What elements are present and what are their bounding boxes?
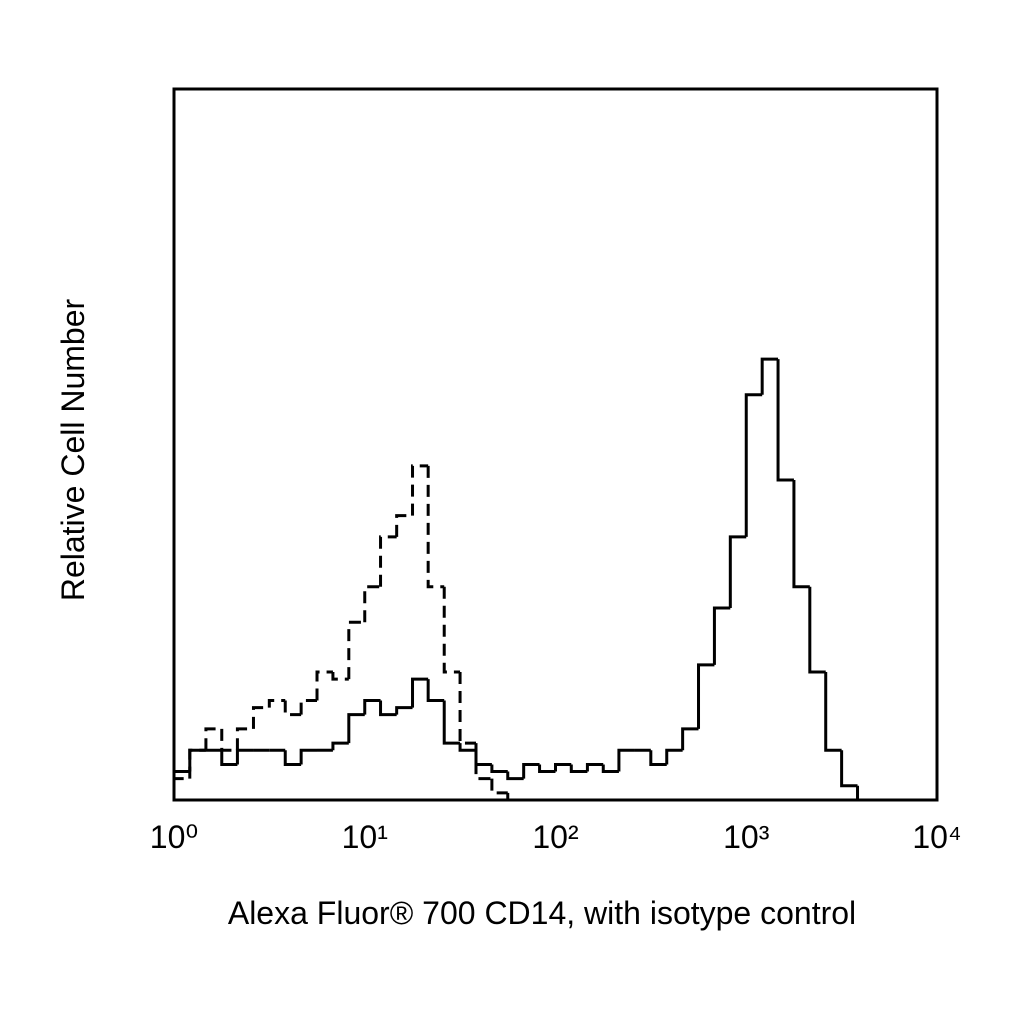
histogram-step (411, 464, 429, 516)
histogram-step (490, 764, 508, 774)
histogram-step (712, 606, 731, 665)
histogram-step (204, 727, 222, 751)
histogram-step (363, 585, 381, 623)
histogram-step (172, 777, 190, 800)
histogram-step (283, 750, 302, 766)
histogram-step (220, 750, 238, 766)
histogram-step (697, 663, 715, 729)
x-axis-label: Alexa Fluor® 700 CD14, with isotype cont… (228, 895, 856, 931)
histogram-step (172, 770, 190, 800)
histogram-step (235, 727, 254, 751)
histogram-step (474, 750, 492, 766)
histogram-step (490, 778, 508, 795)
histogram-step (426, 679, 445, 702)
histogram-step (808, 586, 826, 674)
histogram-step (426, 465, 445, 589)
histogram-step (458, 743, 476, 752)
histogram-step (554, 762, 572, 772)
histogram-step (251, 706, 270, 729)
histogram-step (792, 480, 810, 589)
histogram-step (267, 698, 286, 708)
histogram-step (347, 620, 365, 680)
histogram-step (347, 713, 365, 744)
plot-frame (172, 87, 939, 802)
x-tick-label: 10⁰ (150, 819, 198, 855)
histogram-step (379, 535, 397, 587)
histogram-step (681, 727, 699, 751)
histogram-step (395, 706, 413, 715)
histogram-step (442, 700, 461, 745)
histogram-step (411, 677, 429, 708)
histogram-step (601, 764, 619, 774)
histogram-step (506, 792, 524, 802)
histogram-step (522, 762, 540, 779)
x-tick-label: 10⁴ (912, 819, 961, 855)
histogram-step (728, 535, 747, 609)
x-tick-label: 10¹ (342, 819, 388, 855)
histogram-step (744, 393, 763, 537)
histogram-step (331, 672, 349, 681)
histogram-step (824, 672, 842, 752)
histogram-step (585, 762, 604, 772)
histogram-step (235, 748, 254, 765)
histogram-step (474, 743, 492, 781)
histogram-step (220, 728, 238, 752)
histogram-step (569, 764, 588, 774)
x-tick-label: 10³ (723, 819, 770, 855)
histogram-step (840, 750, 858, 788)
histogram-step (506, 771, 524, 781)
histogram-step (856, 785, 874, 802)
histogram-step (299, 748, 318, 765)
histogram-step (395, 514, 413, 537)
histogram-step (188, 748, 206, 779)
histogram-step (458, 672, 476, 745)
histogram-step (665, 748, 683, 765)
histogram-step (617, 748, 635, 772)
histogram-step (299, 698, 318, 715)
x-tick-label: 10² (532, 819, 579, 855)
histogram-step (188, 748, 206, 772)
histogram-step (331, 741, 349, 751)
histogram-step (776, 359, 794, 482)
histogram-step (363, 698, 381, 715)
histogram-step (649, 750, 667, 766)
histogram-step (442, 586, 461, 674)
histogram-step (283, 700, 302, 717)
histogram-step (538, 764, 556, 774)
histogram-step (315, 670, 333, 701)
histogram-step (379, 700, 397, 717)
histogram-step (760, 357, 779, 395)
y-axis-label: Relative Cell Number (55, 298, 91, 601)
